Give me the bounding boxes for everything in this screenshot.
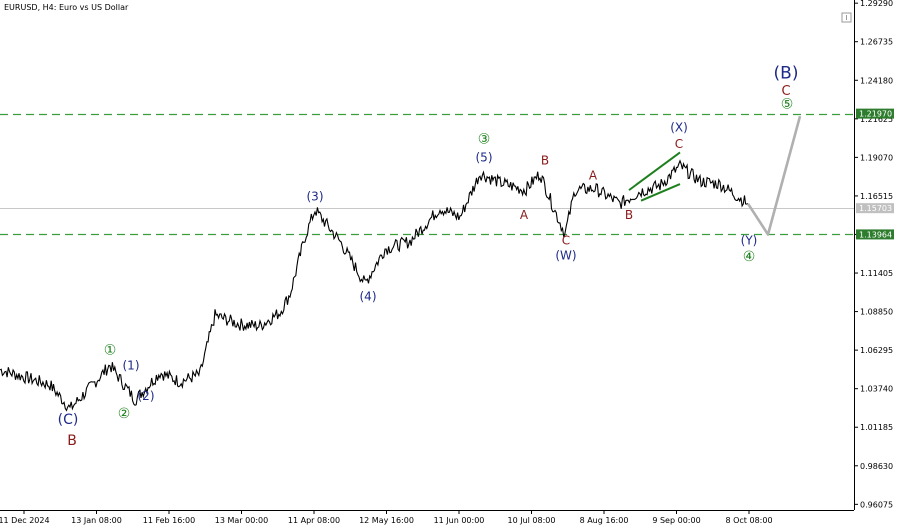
wave-label: C: [562, 233, 570, 247]
time-tick-label: 12 May 16:00: [359, 516, 414, 525]
wave-label: (4): [360, 289, 377, 303]
wave-label: (5): [476, 150, 493, 164]
price-tick-label: 0.98630: [860, 462, 893, 471]
wave-label: ②: [118, 406, 131, 422]
wave-label: (C): [58, 412, 79, 428]
level-price-badge: 1.13964: [859, 230, 892, 239]
time-tick-label: 11 Jun 00:00: [434, 516, 485, 525]
price-tick-label: 0.96075: [860, 500, 893, 509]
autoscroll-icon[interactable]: [841, 12, 852, 23]
price-tick-label: 1.19070: [860, 153, 893, 162]
level-price-badge-bg: [856, 229, 894, 240]
current-price-badge: 1.15703: [859, 204, 892, 213]
time-tick-label: 8 Aug 16:00: [580, 516, 629, 525]
wave-label: ①: [104, 343, 117, 359]
wave-label: (Y): [741, 233, 758, 247]
wave-label: B: [625, 208, 633, 222]
price-tick-label: 1.26735: [860, 38, 893, 47]
forecast-path[interactable]: [746, 115, 802, 236]
wave-label: ③: [478, 131, 491, 147]
price-tick-label: 1.11405: [860, 269, 893, 278]
wave-label: (B): [774, 63, 799, 83]
time-tick-label: 13 Jan 08:00: [71, 516, 122, 525]
time-tick-label: 8 Oct 08:00: [725, 516, 772, 525]
price-series-line: [0, 159, 749, 412]
current-price-badge-bg: [856, 203, 894, 214]
price-tick-label: 1.01185: [860, 423, 893, 432]
price-tick-label: 1.24180: [860, 76, 893, 85]
wave-label: C: [675, 137, 683, 151]
wave-label: B: [67, 433, 77, 449]
wave-label: A: [589, 169, 598, 183]
price-tick-label: 1.16515: [860, 192, 893, 201]
price-tick-label: 1.08850: [860, 308, 893, 317]
chart-symbol-title: EURUSD, H4: Euro vs US Dollar: [4, 3, 129, 12]
trendline[interactable]: [628, 151, 681, 191]
time-tick-label: 11 Feb 16:00: [143, 516, 195, 525]
wave-label: (1): [123, 359, 140, 373]
wave-label: B: [541, 153, 549, 167]
wave-label: C: [781, 84, 790, 99]
wave-label: A: [520, 208, 529, 222]
price-tick-label: 1.21625: [860, 115, 893, 124]
trendline[interactable]: [640, 183, 681, 202]
time-tick-label: 10 Jul 08:00: [508, 516, 556, 525]
wave-label: (3): [307, 190, 324, 204]
price-tick-label: 1.03740: [860, 385, 893, 394]
time-tick-label: 9 Sep 00:00: [652, 516, 700, 525]
time-axis: 11 Dec 2024 13 Jan 08:00 11 Feb 16:00 13 Ma…: [0, 510, 773, 525]
level-price-badge-bg: [856, 108, 894, 119]
time-tick-label: 11 Dec 2024: [0, 516, 50, 525]
price-tick-label: 1.06295: [860, 346, 893, 355]
price-tick-label: 1.29290: [860, 0, 893, 8]
wave-label: ⑤: [781, 97, 794, 113]
level-price-badge: 1.21970: [859, 110, 892, 119]
time-tick-label: 11 Apr 08:00: [288, 516, 340, 525]
wave-label: (X): [670, 120, 688, 134]
wave-label: (2): [138, 389, 155, 403]
time-tick-label: 13 Mar 00:00: [215, 516, 268, 525]
wave-label: (W): [555, 249, 576, 263]
wave-label: ④: [743, 249, 756, 265]
price-axis: 1.29290 1.26735 1.24180 1.21625 1.19070 1.165…: [854, 0, 893, 509]
